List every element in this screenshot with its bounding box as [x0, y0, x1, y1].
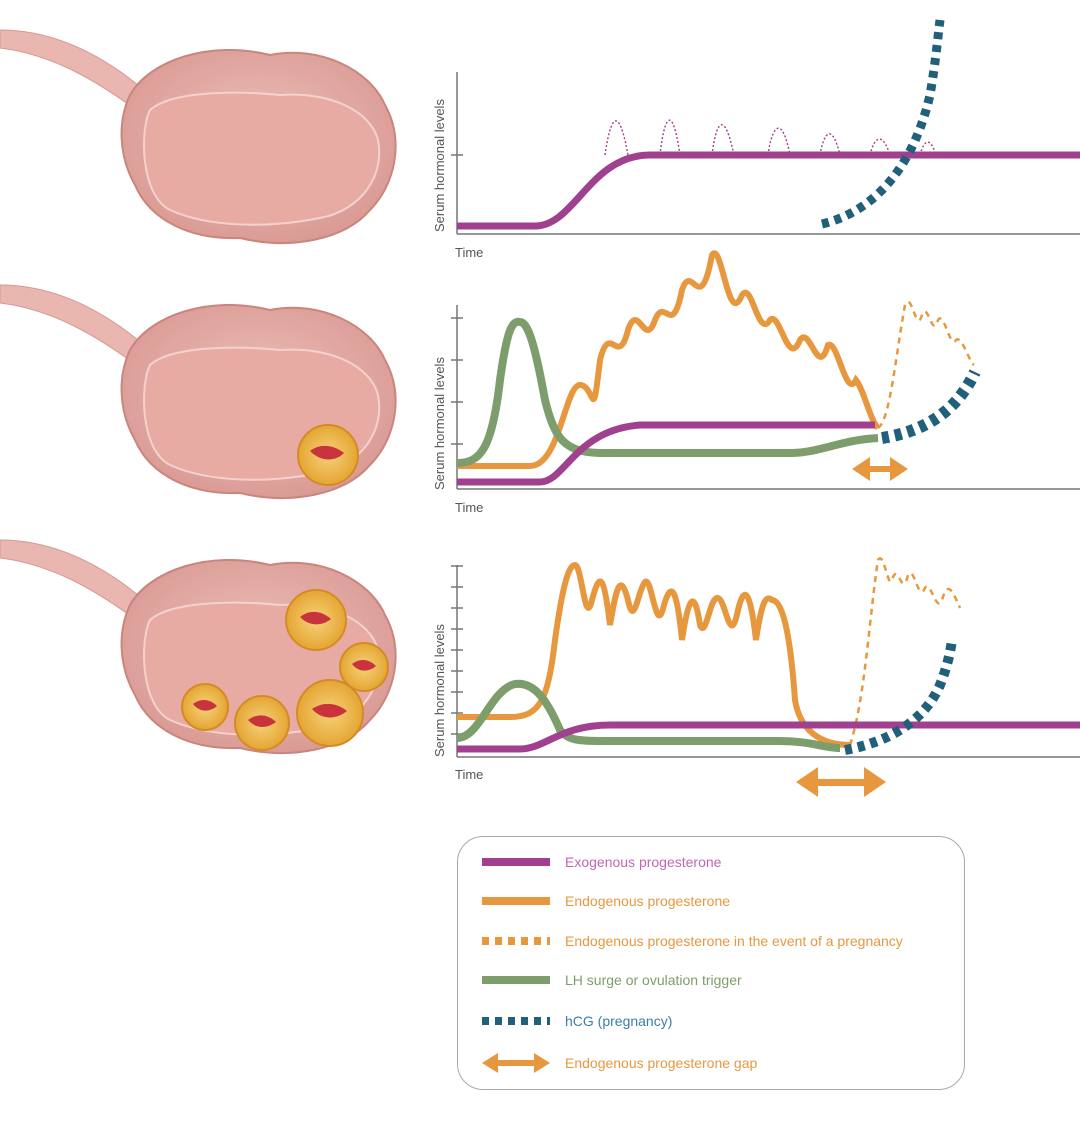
hcg-line — [881, 369, 981, 444]
corpus-luteum — [339, 642, 389, 692]
legend-label-gap: Endogenous progesterone gap — [565, 1055, 757, 1071]
y-axis-title: Serum hormonal levels — [432, 357, 447, 490]
exogenous-progesterone-line — [457, 721, 1080, 753]
hormone-chart-1: Serum hormonal levels Time — [432, 19, 1080, 260]
endogenous-pulse-line — [604, 119, 937, 156]
lh-surge-line — [456, 317, 879, 467]
x-axis-title: Time — [455, 245, 483, 260]
exogenous-progesterone-line — [457, 151, 1080, 230]
ovary-illustration-2 — [0, 284, 397, 499]
ovary-inner — [143, 91, 381, 226]
endogenous-pregnancy-line — [877, 300, 975, 430]
y-axis-title: Serum hormonal levels — [432, 99, 447, 232]
progesterone-gap-arrow — [852, 457, 908, 481]
lh-surge-line — [456, 679, 841, 752]
legend-label-endogenous-pregnancy: Endogenous progesterone in the event of … — [565, 933, 903, 949]
corpus-luteum — [296, 679, 364, 747]
y-ticks — [451, 565, 463, 735]
legend-labels: Exogenous progesterone Endogenous proges… — [565, 854, 903, 1071]
ovary-illustration-3 — [0, 539, 397, 754]
endogenous-progesterone-line — [457, 561, 851, 748]
legend-label-lh: LH surge or ovulation trigger — [565, 972, 742, 988]
hormone-chart-3: Serum hormonal levels Time — [432, 557, 1080, 797]
ovary-illustration-1 — [0, 29, 397, 244]
x-axis-title: Time — [455, 767, 483, 782]
legend-symbols — [482, 858, 550, 1073]
corpus-luteum — [297, 424, 359, 486]
y-axis-title: Serum hormonal levels — [432, 624, 447, 757]
endogenous-pregnancy-line — [848, 557, 962, 746]
corpus-luteum — [234, 695, 290, 751]
progesterone-gap-arrow — [796, 767, 886, 797]
corpus-luteum — [285, 589, 347, 651]
legend-symbol-gap — [482, 1053, 550, 1073]
hcg-line — [844, 639, 957, 755]
hcg-line — [820, 19, 945, 229]
legend-label-exogenous: Exogenous progesterone — [565, 854, 722, 870]
hormone-chart-2: Serum hormonal levels Time — [432, 250, 1080, 515]
legend-label-hcg: hCG (pregnancy) — [565, 1013, 672, 1029]
legend-box — [457, 836, 965, 1090]
endogenous-progesterone-line — [457, 250, 881, 469]
x-axis-title: Time — [455, 500, 483, 515]
legend-label-endogenous: Endogenous progesterone — [565, 893, 730, 909]
corpus-luteum — [181, 683, 229, 731]
exogenous-progesterone-line — [457, 421, 875, 486]
